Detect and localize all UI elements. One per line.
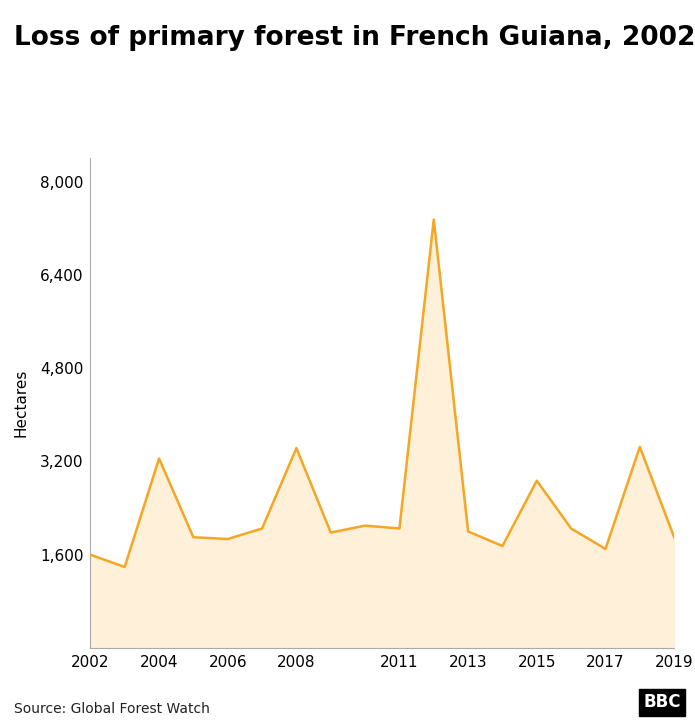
- Y-axis label: Hectares: Hectares: [14, 369, 28, 437]
- Text: BBC: BBC: [644, 693, 681, 711]
- Text: Loss of primary forest in French Guiana, 2002-19: Loss of primary forest in French Guiana,…: [14, 25, 695, 51]
- Text: Source: Global Forest Watch: Source: Global Forest Watch: [14, 703, 210, 716]
